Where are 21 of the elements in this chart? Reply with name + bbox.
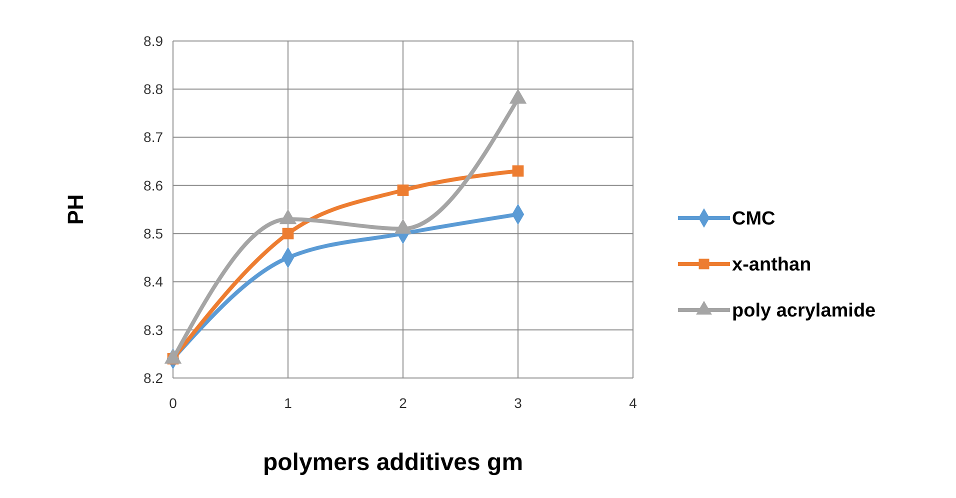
y-tick-label: 8.3: [144, 322, 164, 338]
x-tick-label: 4: [629, 395, 638, 411]
y-tick-label: 8.4: [144, 274, 164, 290]
y-axis-title: PH: [63, 194, 88, 225]
y-tick-label: 8.8: [144, 81, 164, 98]
x-tick-label: 2: [399, 395, 408, 411]
y-tick-label: 8.2: [144, 370, 164, 386]
point: [282, 228, 294, 240]
x-tick-label: 0: [169, 395, 178, 411]
x-tick-label: 3: [514, 395, 522, 411]
legend-label: poly acrylamide: [732, 300, 876, 322]
point: [397, 184, 409, 196]
y-tick-label: 8.7: [144, 129, 164, 146]
point: [512, 165, 524, 177]
y-tick-label: 8.6: [144, 177, 164, 194]
x-axis-title: polymers additives gm: [262, 449, 524, 476]
y-tick-label: 8.9: [144, 32, 164, 49]
legend-label: CMC: [732, 208, 776, 230]
legend-label: x-anthan: [732, 254, 812, 276]
x-tick-label: 1: [284, 395, 292, 411]
y-tick-label: 8.5: [144, 225, 164, 242]
